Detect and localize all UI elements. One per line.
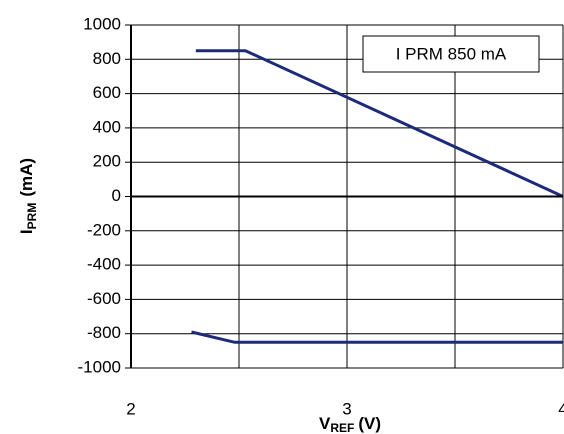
line xyxy=(195,49,564,198)
y-tick-label: -600 xyxy=(87,289,121,308)
y-tick-label: 600 xyxy=(93,83,121,102)
y-tick-label: -1000 xyxy=(78,357,121,376)
x-tick-label: 4 xyxy=(558,399,564,418)
x-axis-label: VREF (V) xyxy=(319,414,381,434)
y-tick-label: -400 xyxy=(87,255,121,274)
y-tick-label: 800 xyxy=(93,49,121,68)
marks xyxy=(191,49,564,344)
x-label-main: V xyxy=(319,414,331,433)
y-tick-label: 400 xyxy=(93,117,121,136)
annotation: I PRM 850 mA xyxy=(396,44,507,63)
x-label-unit: (V) xyxy=(358,414,381,433)
x-tick-label: 3 xyxy=(342,399,351,418)
y-label-main: I xyxy=(17,229,36,234)
y-tick-label: 1000 xyxy=(83,14,121,33)
y-axis-label: IPRM (mA) xyxy=(17,158,39,234)
x-tick-label: 2 xyxy=(126,399,135,418)
y-label-unit: (mA) xyxy=(17,158,36,197)
y-tick-label: -200 xyxy=(87,220,121,239)
axes: -1000 -800 -600 -400 -200 0 200 400 600 800 1000 2 3… xyxy=(78,14,564,418)
x-label-sub: REF xyxy=(330,421,354,434)
line xyxy=(191,330,563,344)
y-tick-label: 200 xyxy=(93,152,121,171)
y-tick-label: 0 xyxy=(112,186,121,205)
y-tick-label: -800 xyxy=(87,323,121,342)
annotation-box xyxy=(362,35,540,73)
y-label-sub: PRM xyxy=(25,203,39,230)
